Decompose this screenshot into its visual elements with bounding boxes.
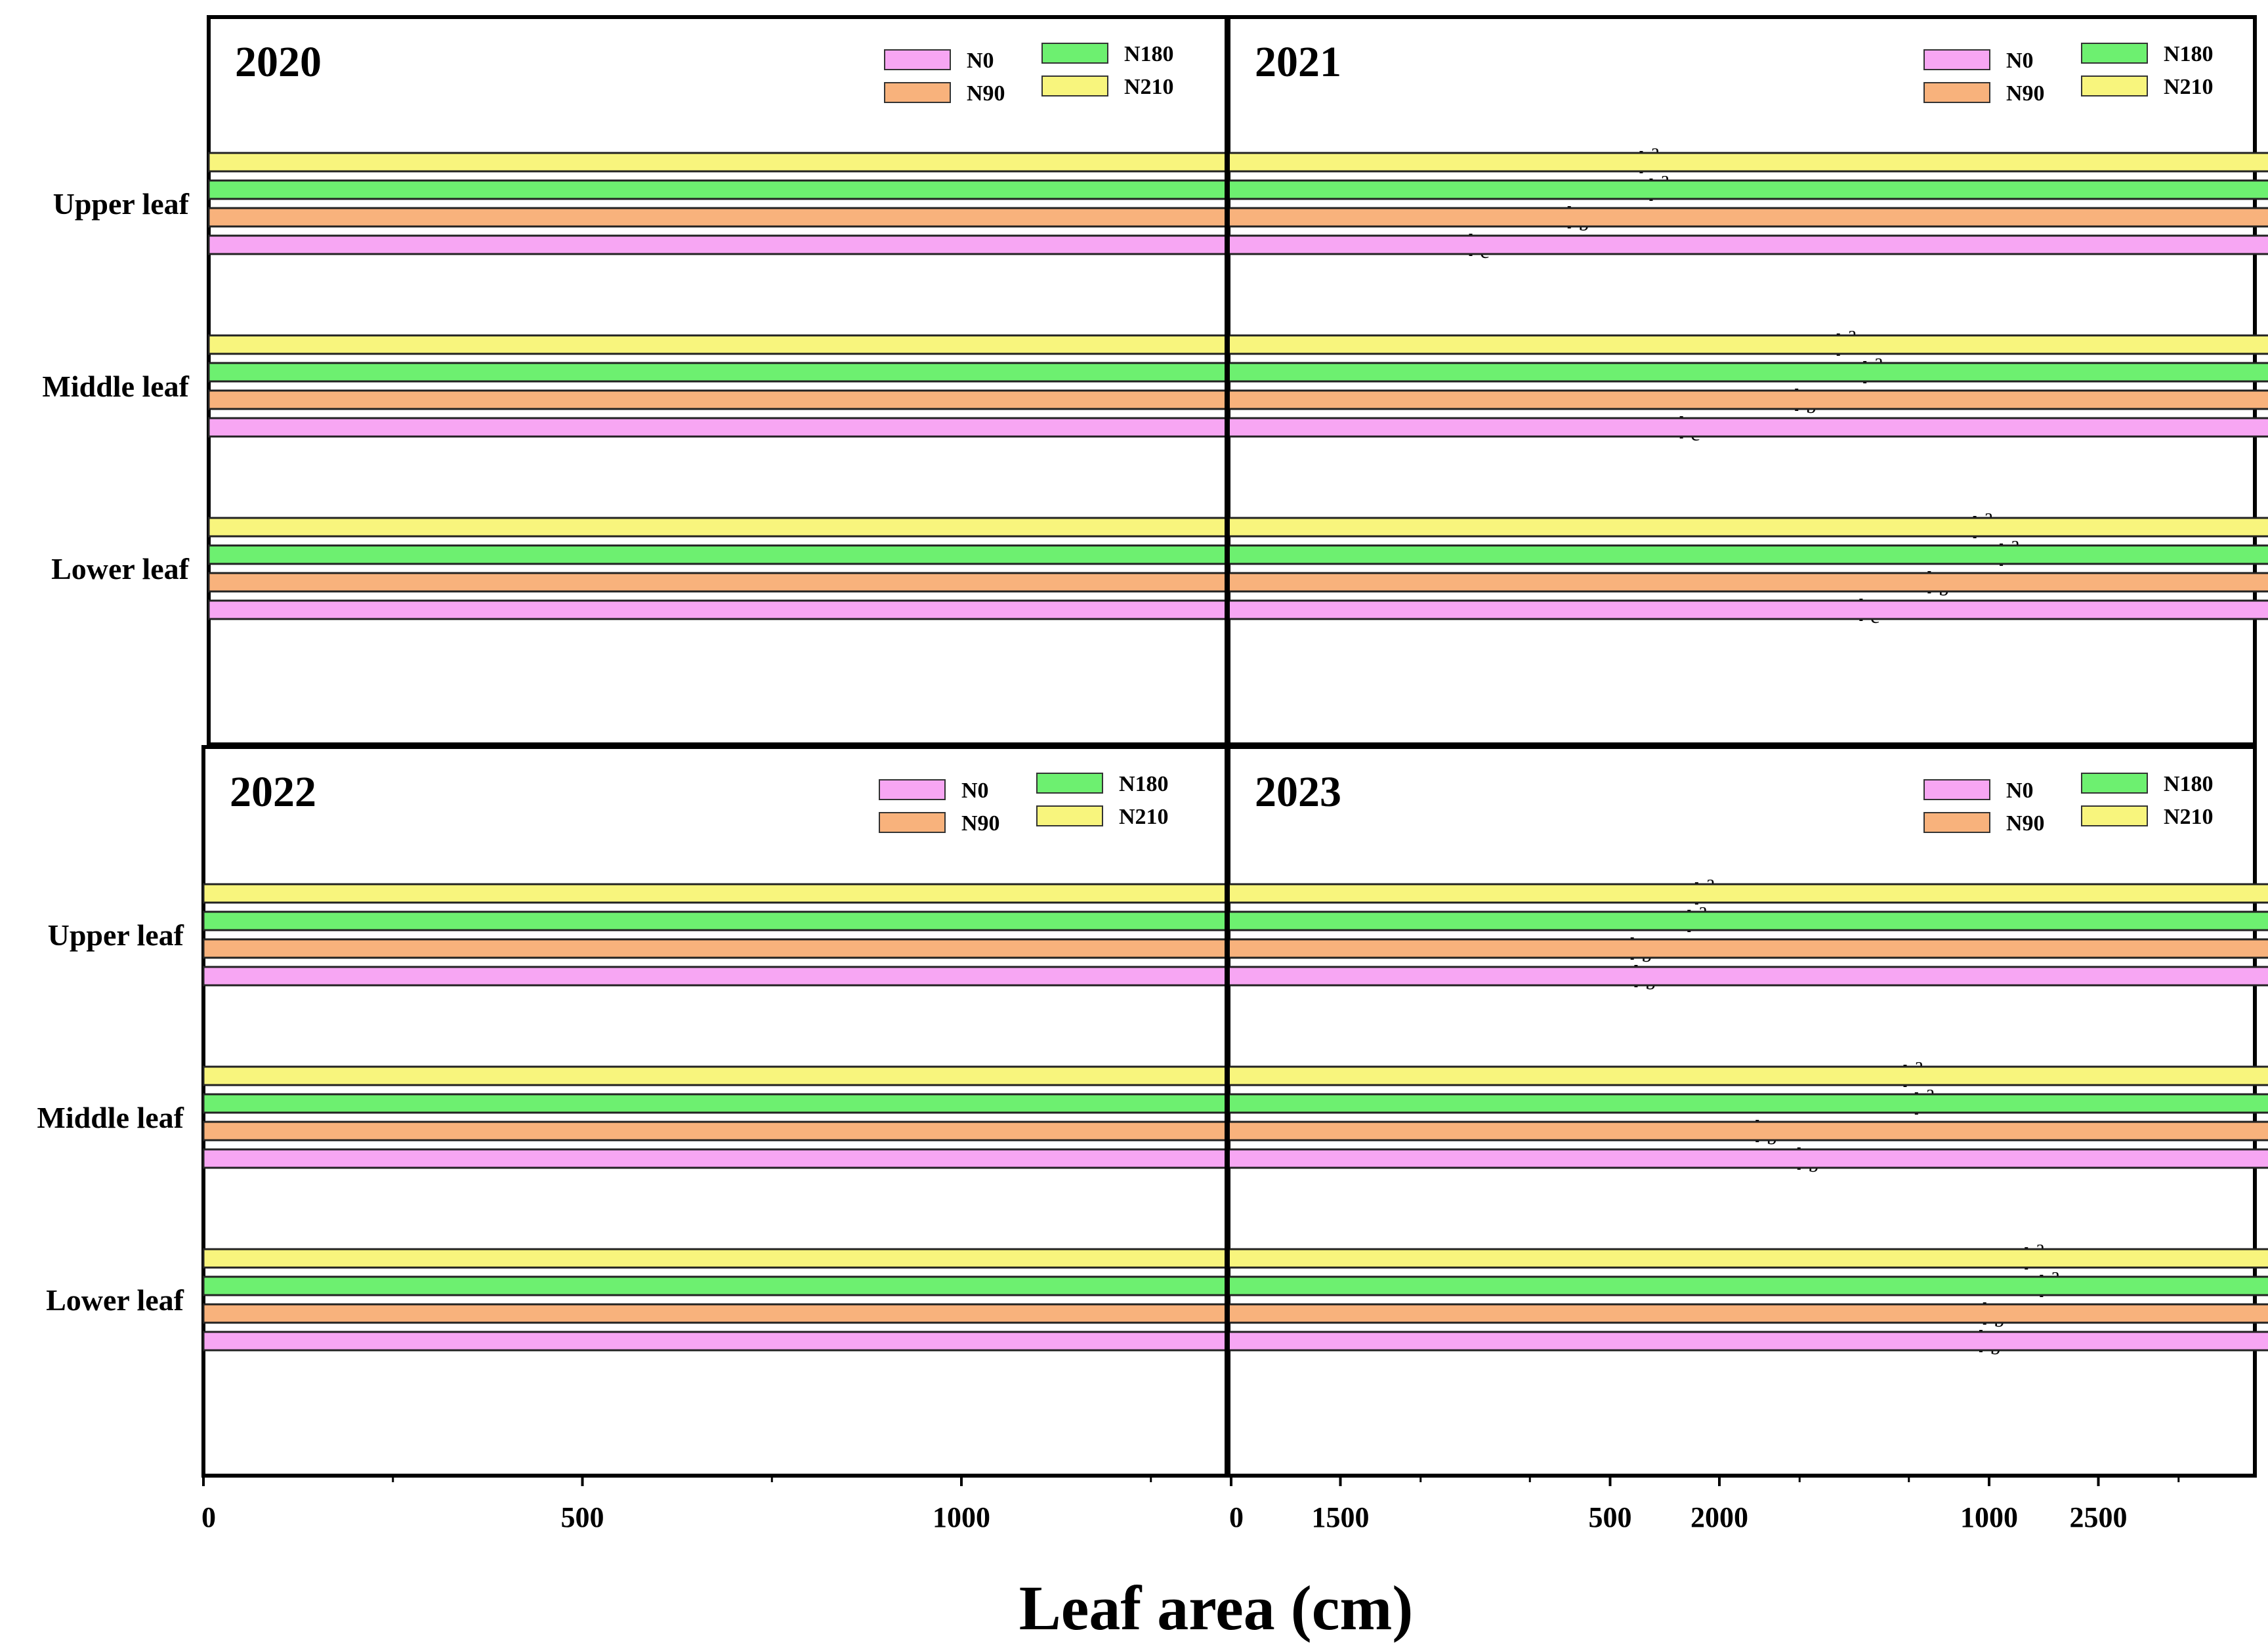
x-tick-label-1000: 1000 xyxy=(933,1501,990,1533)
legend-label-n210: N210 xyxy=(2164,75,2214,99)
bar-2021-middle-leaf-n180 xyxy=(1227,362,2268,383)
x-tick-label-0: 0 xyxy=(201,1501,216,1533)
legend-label-n90: N90 xyxy=(967,81,1005,106)
bar-2023-upper-leaf-n0 xyxy=(1227,966,2268,987)
legend-swatch-n180 xyxy=(1041,43,1108,64)
legend-label-n90: N90 xyxy=(2006,81,2045,106)
bar-2023-upper-leaf-n210 xyxy=(1227,883,2268,904)
x-tick-label-500: 500 xyxy=(561,1501,604,1533)
bar-2021-lower-leaf-n210 xyxy=(1227,517,2268,538)
x-axis: 0500100015002000250005001000150020002500 xyxy=(201,1476,2180,1533)
category-label-lower-leaf: Lower leaf xyxy=(51,552,190,586)
panel-title-2022: 2022 xyxy=(230,768,316,816)
panel-title-2023: 2023 xyxy=(1255,768,1341,816)
legend-swatch-n90 xyxy=(1923,812,1990,833)
x-tick-label-0: 0 xyxy=(1229,1501,1244,1533)
bar-2021-upper-leaf-n180 xyxy=(1227,179,2268,200)
bar-2023-lower-leaf-n0 xyxy=(1227,1331,2268,1352)
panel-2021: 2021 N0 N90 N180 N210 aabcaabcaabc xyxy=(1227,15,2268,746)
panels-layer: 2020 N0 N90 N180 N210 Upper leaf Middle leaf Lo… xyxy=(37,15,2268,1478)
x-axis-title: Leaf area (cm) xyxy=(1019,1573,1414,1643)
legend-swatch-n180 xyxy=(2081,773,2148,794)
legend-swatch-n90 xyxy=(879,812,946,833)
bar-2021-lower-leaf-n0 xyxy=(1227,599,2268,620)
bar-2021-middle-leaf-n90 xyxy=(1227,389,2268,410)
bar-2023-lower-leaf-n180 xyxy=(1227,1275,2268,1296)
legend-swatch-n0 xyxy=(1923,779,1990,800)
category-label-middle-leaf: Middle leaf xyxy=(42,370,189,403)
legend-label-n0: N0 xyxy=(2006,49,2034,73)
x-tick-label-2000: 2000 xyxy=(1690,1501,1748,1533)
bar-2023-upper-leaf-n90 xyxy=(1227,938,2268,959)
panel-title-2020: 2020 xyxy=(235,38,322,86)
legend-2022: N0 N90 N180 N210 xyxy=(879,772,1169,836)
panel-2020: 2020 N0 N90 N180 N210 Upper leaf Middle leaf Lo… xyxy=(42,15,2020,746)
legend-label-n90: N90 xyxy=(2006,811,2045,836)
category-label-upper-leaf: Upper leaf xyxy=(48,918,184,952)
legend-label-n210: N210 xyxy=(2164,805,2214,829)
category-label-middle-leaf: Middle leaf xyxy=(37,1101,184,1134)
category-label-lower-leaf: Lower leaf xyxy=(46,1283,184,1317)
bars-2020: aabcaabcaabc xyxy=(207,139,2020,628)
legend-swatch-n210 xyxy=(1036,805,1103,826)
bar-2021-upper-leaf-n210 xyxy=(1227,152,2268,173)
legend-2021: N0 N90 N180 N210 xyxy=(1923,42,2214,106)
legend-swatch-n0 xyxy=(1923,49,1990,70)
bar-2021-lower-leaf-n180 xyxy=(1227,544,2268,565)
legend-label-n210: N210 xyxy=(1119,805,1169,829)
legend-label-n0: N0 xyxy=(967,49,994,73)
legend-label-n180: N180 xyxy=(2164,772,2214,796)
legend-swatch-n180 xyxy=(2081,43,2148,64)
x-tick-label-500: 500 xyxy=(1589,1501,1632,1533)
bar-2021-middle-leaf-n0 xyxy=(1227,417,2268,438)
panel-2023: 2023N0N90N180N210aabbaabbaabb xyxy=(1227,745,2268,1478)
x-axis-left: 0 500 1000 1500 2000 2500 xyxy=(201,1476,2128,1533)
legend-swatch-n90 xyxy=(884,82,951,103)
legend-swatch-n0 xyxy=(884,49,951,70)
bar-2023-upper-leaf-n180 xyxy=(1227,910,2268,931)
x-tick-label-1000: 1000 xyxy=(1960,1501,2018,1533)
bars-2021: aabcaabcaabc xyxy=(1227,152,2268,620)
bar-2023-middle-leaf-n180 xyxy=(1227,1093,2268,1114)
bar-2021-upper-leaf-n0 xyxy=(1227,234,2268,255)
legend-label-n180: N180 xyxy=(2164,42,2214,66)
legend-label-n180: N180 xyxy=(1119,772,1169,796)
legend-label-n0: N0 xyxy=(2006,779,2034,803)
x-axis-right: 0 500 1000 1500 2000 2500 xyxy=(1229,1476,2180,1533)
legend-label-n210: N210 xyxy=(1124,75,1174,99)
bar-2023-middle-leaf-n0 xyxy=(1227,1148,2268,1169)
legend-swatch-n210 xyxy=(2081,75,2148,96)
bar-2023-middle-leaf-n90 xyxy=(1227,1121,2268,1142)
legend-label-n90: N90 xyxy=(961,811,1000,836)
panel-title-2021: 2021 xyxy=(1255,38,1341,86)
category-label-upper-leaf: Upper leaf xyxy=(53,187,190,221)
legend-label-n0: N0 xyxy=(961,779,989,803)
x-tick-label-2500: 2500 xyxy=(2070,1501,2128,1533)
legend-swatch-n210 xyxy=(2081,805,2148,826)
bar-2021-upper-leaf-n90 xyxy=(1227,207,2268,228)
bar-2023-lower-leaf-n90 xyxy=(1227,1303,2268,1324)
legend-swatch-n210 xyxy=(1041,75,1108,96)
legend-label-n180: N180 xyxy=(1124,42,1174,66)
bar-2021-middle-leaf-n210 xyxy=(1227,334,2268,355)
bar-2021-lower-leaf-n90 xyxy=(1227,572,2268,593)
legend-2023: N0 N90 N180 N210 xyxy=(1923,772,2214,836)
bar-2023-middle-leaf-n210 xyxy=(1227,1065,2268,1086)
legend-2020: N0 N90 N180 N210 xyxy=(884,42,1174,106)
legend-swatch-n180 xyxy=(1036,773,1103,794)
legend-swatch-n0 xyxy=(879,779,946,800)
x-tick-label-1500: 1500 xyxy=(1312,1501,1370,1533)
legend-swatch-n90 xyxy=(1923,82,1990,103)
bar-2023-lower-leaf-n210 xyxy=(1227,1248,2268,1269)
